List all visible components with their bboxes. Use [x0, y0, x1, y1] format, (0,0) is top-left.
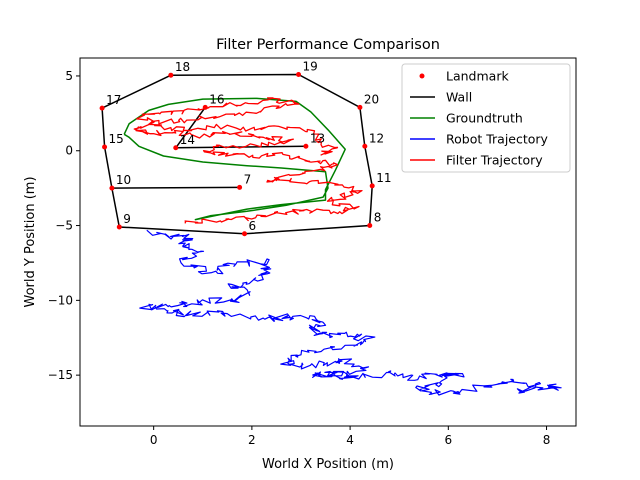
landmark-point [357, 104, 363, 110]
landmark-point [237, 184, 243, 190]
landmark-label: 15 [109, 132, 124, 146]
landmark-label: 12 [369, 131, 384, 145]
landmark-point [116, 224, 122, 230]
landmark-label: 19 [303, 59, 318, 73]
landmark-label: 20 [364, 92, 379, 106]
landmarks: 6 7 8 9 10 11 12 13 14 15 16 17 18 19 20 [99, 59, 391, 237]
x-tick-label: 6 [444, 433, 452, 447]
y-tick-label: −5 [55, 219, 73, 233]
landmark-label: 8 [374, 211, 382, 225]
landmark-label: 16 [209, 92, 224, 106]
x-tick-label: 4 [346, 433, 354, 447]
landmark-point [303, 143, 309, 149]
landmark-point [109, 185, 115, 191]
landmark-point [367, 223, 373, 229]
landmark-label: 18 [175, 60, 190, 74]
robot-trajectory [139, 229, 562, 396]
y-tick-label: 5 [65, 69, 73, 83]
filter-trajectory [133, 97, 363, 224]
groundtruth-line [123, 97, 346, 221]
legend-label: Landmark [446, 69, 509, 84]
groundtruth-trajectory [123, 97, 346, 221]
legend-box [401, 63, 571, 173]
landmark-point [168, 72, 174, 78]
legend: Landmark Wall Groundtruth Robot Trajectory F… [401, 63, 571, 173]
landmark-point [173, 145, 179, 151]
legend-label: Filter Trajectory [446, 153, 543, 168]
x-tick-label: 0 [150, 433, 158, 447]
legend-label: Wall [446, 90, 472, 105]
legend-label: Robot Trajectory [446, 132, 549, 147]
y-tick-label: 0 [65, 144, 73, 158]
chart-title: Filter Performance Comparison [216, 37, 440, 53]
landmark-label: 9 [123, 212, 131, 226]
y-axis-label: World Y Position (m) [23, 176, 38, 307]
robot-trajectory-line [139, 229, 562, 396]
y-tick-label: −15 [48, 368, 73, 382]
landmark-label: 7 [244, 172, 252, 186]
y-tick-label: −10 [48, 293, 73, 307]
landmark-point [202, 104, 208, 110]
landmark-point [296, 71, 302, 77]
landmark-point [102, 144, 108, 150]
landmark-point [369, 183, 375, 189]
legend-label: Groundtruth [446, 111, 523, 126]
wall-segment [175, 106, 206, 149]
landmark-label: 10 [116, 173, 131, 187]
landmark-point [362, 143, 368, 149]
landmark-label: 17 [106, 93, 121, 107]
landmark-label: 11 [376, 171, 391, 185]
filter-trajectory-line [133, 97, 363, 224]
x-tick-label: 8 [543, 433, 551, 447]
landmark-point [99, 105, 105, 111]
plot-area [79, 57, 577, 427]
x-tick-label: 2 [248, 433, 256, 447]
wall-segment [101, 73, 373, 235]
landmark-label: 14 [180, 133, 195, 147]
legend-marker [419, 73, 425, 79]
landmark-point [242, 231, 248, 237]
axis-ticks: 0 2 4 6 8 5 0 −5 −10 −15 [48, 69, 551, 447]
landmark-label: 13 [310, 131, 325, 145]
x-axis-label: World X Position (m) [262, 457, 394, 472]
wall-segment [111, 186, 240, 189]
landmark-label: 6 [249, 219, 257, 233]
